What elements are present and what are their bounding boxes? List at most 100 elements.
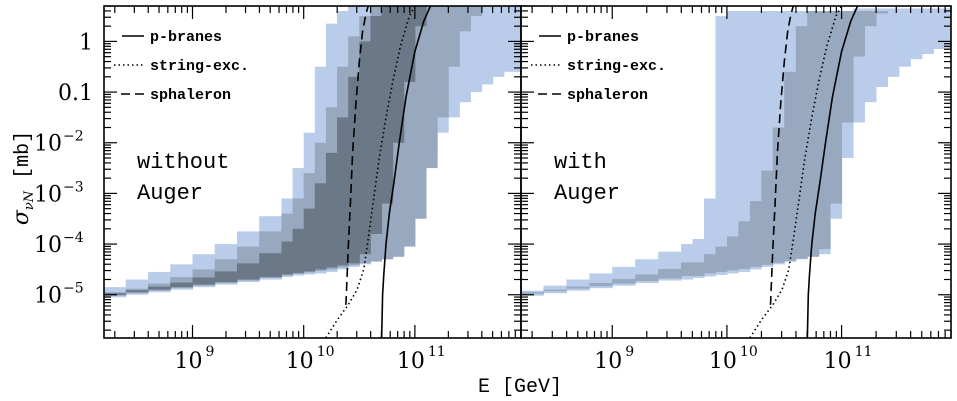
x-axis-label: E [GeV] [478,376,562,399]
band-cell [392,6,405,143]
band-cell [403,6,416,247]
x-tick-label: 10 [286,349,314,374]
band-cell [875,8,888,88]
y-tick-label: 10 [34,182,62,207]
band-cell [658,268,682,279]
y-tick-exponent: −5 [63,281,84,297]
band-cell [566,286,590,289]
band-cell [566,279,590,291]
band-cell [492,6,505,77]
x-tick-exponent: 10 [740,344,758,360]
band-cell [635,274,659,282]
band-cell [853,8,866,123]
x-tick-label: 10 [709,349,737,374]
band-cell [314,183,327,270]
panel-without-auger [104,6,521,338]
band-cell [470,6,483,17]
band-cell [325,152,338,268]
panel-annotation: without [137,150,229,175]
band-cell [381,6,394,204]
y-axis-label: σνN [mb] [9,131,37,225]
x-tick-exponent: 9 [205,344,214,360]
x-tick-exponent: 11 [428,344,446,360]
legend-label: string-exc. [567,58,666,75]
band-cell [681,244,694,280]
legend-label: sphaleron [567,87,648,104]
band-cell [236,263,260,280]
band-cell [875,11,888,14]
y-tick-label: 0.1 [58,81,93,106]
band-cell [715,16,728,275]
band-cell [214,271,238,283]
band-cell [749,201,762,267]
legend-label: p-branes [567,29,639,46]
band-cell [692,239,705,279]
band-cell [259,253,282,278]
band-cell [470,6,483,93]
y-axis-label-text: σνN [mb] [9,131,37,225]
band-cell [503,6,521,72]
y-tick-exponent: −3 [63,179,84,195]
band-cell [726,236,739,271]
band-cell [898,8,911,67]
y-tick-exponent: −2 [63,129,84,145]
band-cell [292,228,305,273]
band-cell [543,289,567,292]
y-tick-label: 10 [34,132,62,157]
x-tick-label: 10 [594,349,622,374]
x-tick-exponent: 11 [855,344,873,360]
axis-ticks [104,5,952,338]
band-cell [864,8,877,103]
band-cell [784,71,797,261]
band-medium [521,11,888,294]
legend-label: sphaleron [150,87,231,104]
curve-sphaleron [769,6,795,305]
band-cell [370,16,383,234]
band-cell [681,262,705,276]
tick-labels: 10 9 10 10 10 11 10 9 10 10 10 1110.110−210−310−410… [34,30,872,374]
band-cell [437,6,449,118]
band-cell [738,11,751,272]
band-cell [521,292,544,294]
legend-label: p-branes [150,29,222,46]
band-cell [841,11,854,123]
band-cell [104,293,127,295]
band-cell [192,277,216,285]
band-cell [738,221,751,269]
panel-annotations: without Auger with Auger [137,150,620,206]
band-cell [589,283,613,287]
curve-p-branes [380,6,432,338]
band-cell [481,6,494,85]
band-cell [448,6,460,67]
x-tick-label: 10 [174,349,202,374]
band-cell [414,6,427,27]
legends: p-branes string-exc. sphaleron p-branes stri… [114,29,666,104]
band-cell [795,26,808,259]
band-cell [887,8,900,77]
band-cell [426,6,438,169]
band-cell [853,11,866,57]
y-tick-exponent: −4 [63,230,84,246]
y-tick-label: 10 [34,233,62,258]
band-cell [921,8,934,55]
axes-frame [520,5,952,339]
band-cell [807,11,820,257]
band-cell [715,246,728,272]
band-cell [772,127,785,263]
y-tick-label: 1 [79,30,93,55]
band-cell [864,11,877,27]
band-cell [612,279,636,284]
band-cell [818,11,831,250]
y-tick-label: 10 [34,284,62,309]
panel-annotation: with [554,150,607,175]
legend-label: string-exc. [150,58,249,75]
band-cell [281,241,294,275]
band-cell [703,254,716,274]
panel-with-auger [521,6,951,338]
band-cell [459,6,471,103]
band-cell [170,282,193,288]
band-cell [403,6,416,82]
band-cell [459,6,471,32]
panel-annotation: Auger [554,181,620,206]
